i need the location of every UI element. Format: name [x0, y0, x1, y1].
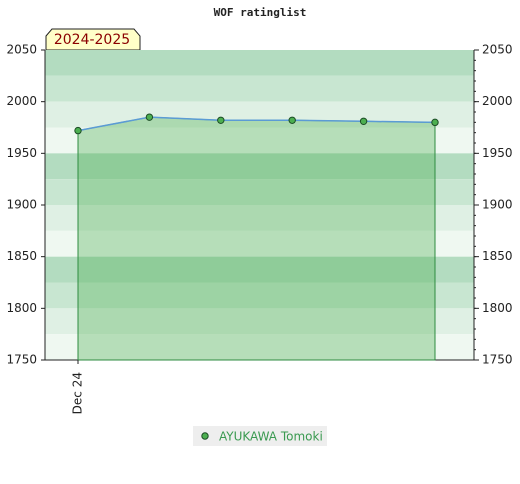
y-tick-label: 1950	[6, 146, 37, 160]
point	[74, 126, 82, 135]
point	[431, 118, 439, 127]
band	[45, 50, 474, 76]
chart-title: WOF ratinglist	[214, 6, 307, 19]
line	[77, 116, 436, 132]
legend-marker	[201, 432, 209, 440]
band	[45, 205, 474, 231]
y2-tick-label: 1750	[482, 353, 513, 367]
y2-tick-label: 1950	[482, 146, 513, 160]
area	[77, 116, 436, 361]
band	[45, 179, 474, 205]
y-tick-label: 1900	[6, 198, 37, 212]
y-tick-label: 1850	[6, 249, 37, 263]
point	[359, 117, 368, 126]
point	[288, 116, 296, 124]
band	[45, 153, 474, 180]
y-tick-label: 1750	[6, 353, 37, 367]
x-tick-label: Dec 24	[71, 372, 85, 414]
band	[45, 308, 474, 335]
legend-box	[193, 426, 327, 446]
band	[45, 230, 474, 257]
band	[45, 282, 474, 309]
point	[217, 116, 225, 124]
y-tick-label: 1800	[6, 301, 37, 315]
y2-tick-label: 1850	[482, 249, 513, 263]
band	[45, 334, 474, 360]
y2-tick-label: 1800	[482, 301, 513, 315]
point	[145, 113, 154, 121]
legend-label: AYUKAWA Tomoki	[219, 430, 323, 444]
y2-tick-label: 1900	[482, 198, 513, 212]
y2-tick-label: 2050	[482, 43, 513, 57]
badge: 2024-2025	[54, 32, 130, 48]
y2-tick-label: 2000	[482, 94, 513, 108]
y-tick-label: 2050	[6, 43, 37, 57]
band	[45, 75, 474, 102]
y-tick-label: 2000	[6, 94, 37, 108]
band	[45, 256, 474, 283]
band	[45, 127, 474, 154]
